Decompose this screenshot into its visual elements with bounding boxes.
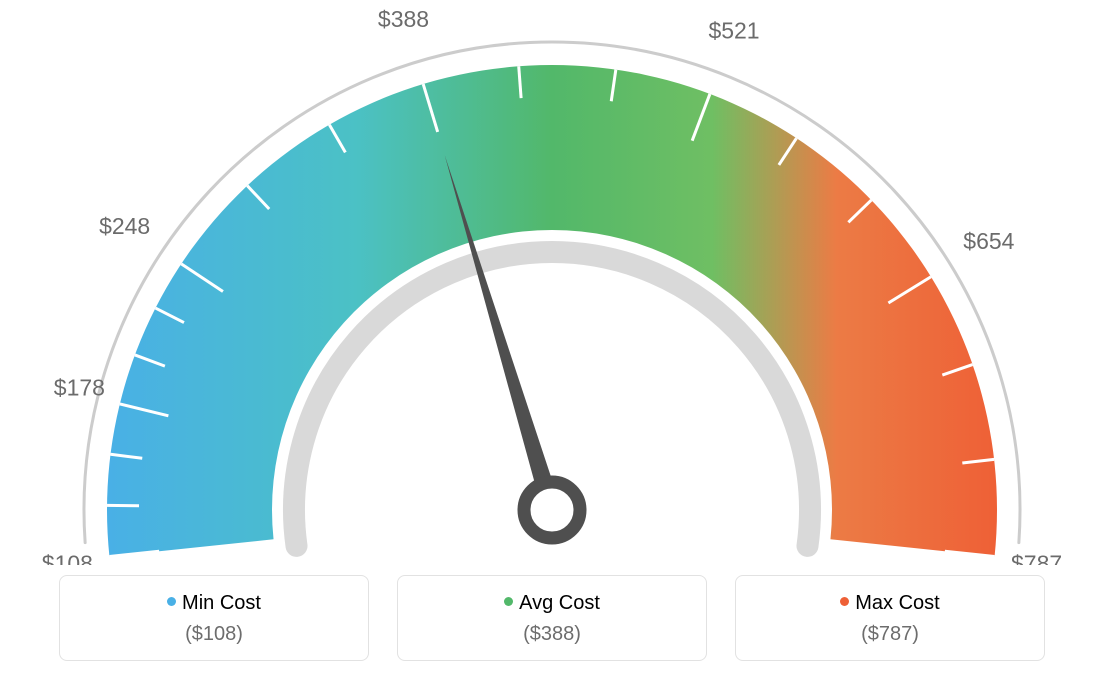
gauge-tick-label: $108 — [42, 551, 93, 565]
legend-value-avg: ($388) — [408, 623, 696, 646]
gauge-tick-label: $178 — [54, 375, 105, 401]
gauge-container: $108 $178 $248 $388 $521 $654 $787 — [0, 0, 1104, 565]
legend-value-max: ($787) — [746, 623, 1034, 646]
legend-row: Min Cost ($108) Avg Cost ($388) Max Cost… — [0, 575, 1104, 661]
legend-title-max: Max Cost — [746, 592, 1034, 615]
gauge-tick-label: $787 — [1011, 551, 1062, 565]
dot-icon — [840, 597, 849, 606]
legend-card-max: Max Cost ($787) — [735, 575, 1045, 661]
dot-icon — [167, 597, 176, 606]
legend-title-avg: Avg Cost — [408, 592, 696, 615]
gauge-tick-label: $521 — [708, 17, 759, 43]
gauge-tick-label: $654 — [963, 228, 1014, 254]
legend-title-min: Min Cost — [70, 592, 358, 615]
legend-card-min: Min Cost ($108) — [59, 575, 369, 661]
gauge-tick-label: $388 — [378, 6, 429, 32]
legend-title-max-text: Max Cost — [855, 592, 939, 614]
gauge-tick-label: $248 — [99, 213, 150, 239]
legend-title-min-text: Min Cost — [182, 592, 261, 614]
legend-title-avg-text: Avg Cost — [519, 592, 600, 614]
legend-card-avg: Avg Cost ($388) — [397, 575, 707, 661]
gauge-chart: $108 $178 $248 $388 $521 $654 $787 — [0, 0, 1104, 565]
dot-icon — [504, 597, 513, 606]
legend-value-min: ($108) — [70, 623, 358, 646]
